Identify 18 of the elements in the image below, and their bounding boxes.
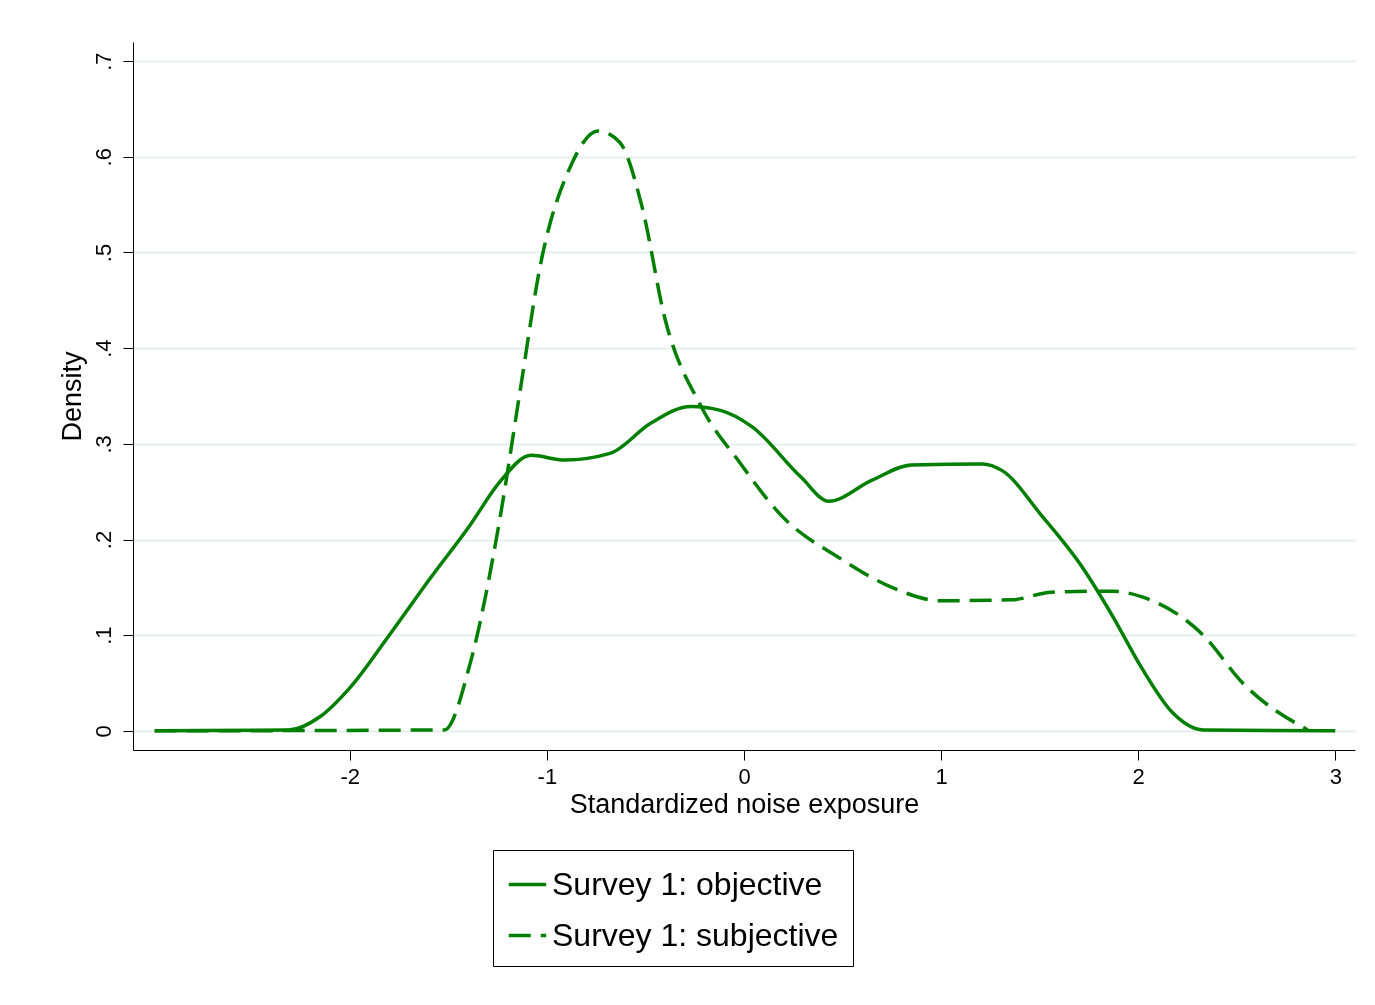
y-tick-label: .1	[90, 626, 116, 645]
x-tick-label: -1	[537, 763, 558, 789]
y-tick-label: .4	[90, 339, 116, 358]
y-tick-label: .5	[90, 243, 116, 263]
x-axis-title: Standardized noise exposure	[569, 788, 920, 819]
y-tick-label: .6	[90, 148, 116, 167]
y-tick-label: .3	[90, 435, 116, 454]
legend-label: Survey 1: subjective	[552, 916, 839, 953]
x-tick-label: 2	[1132, 763, 1145, 789]
y-tick-label: 0	[90, 725, 116, 738]
x-tick-label: -2	[340, 763, 361, 789]
y-tick-label: .2	[90, 530, 116, 550]
x-tick-label: 3	[1329, 763, 1342, 789]
legend-label: Survey 1: objective	[552, 865, 823, 902]
x-tick-label: 1	[935, 763, 948, 789]
x-tick-label: 0	[738, 763, 751, 789]
y-axis-title: Density	[56, 350, 87, 442]
y-tick-label: .7	[90, 52, 116, 71]
